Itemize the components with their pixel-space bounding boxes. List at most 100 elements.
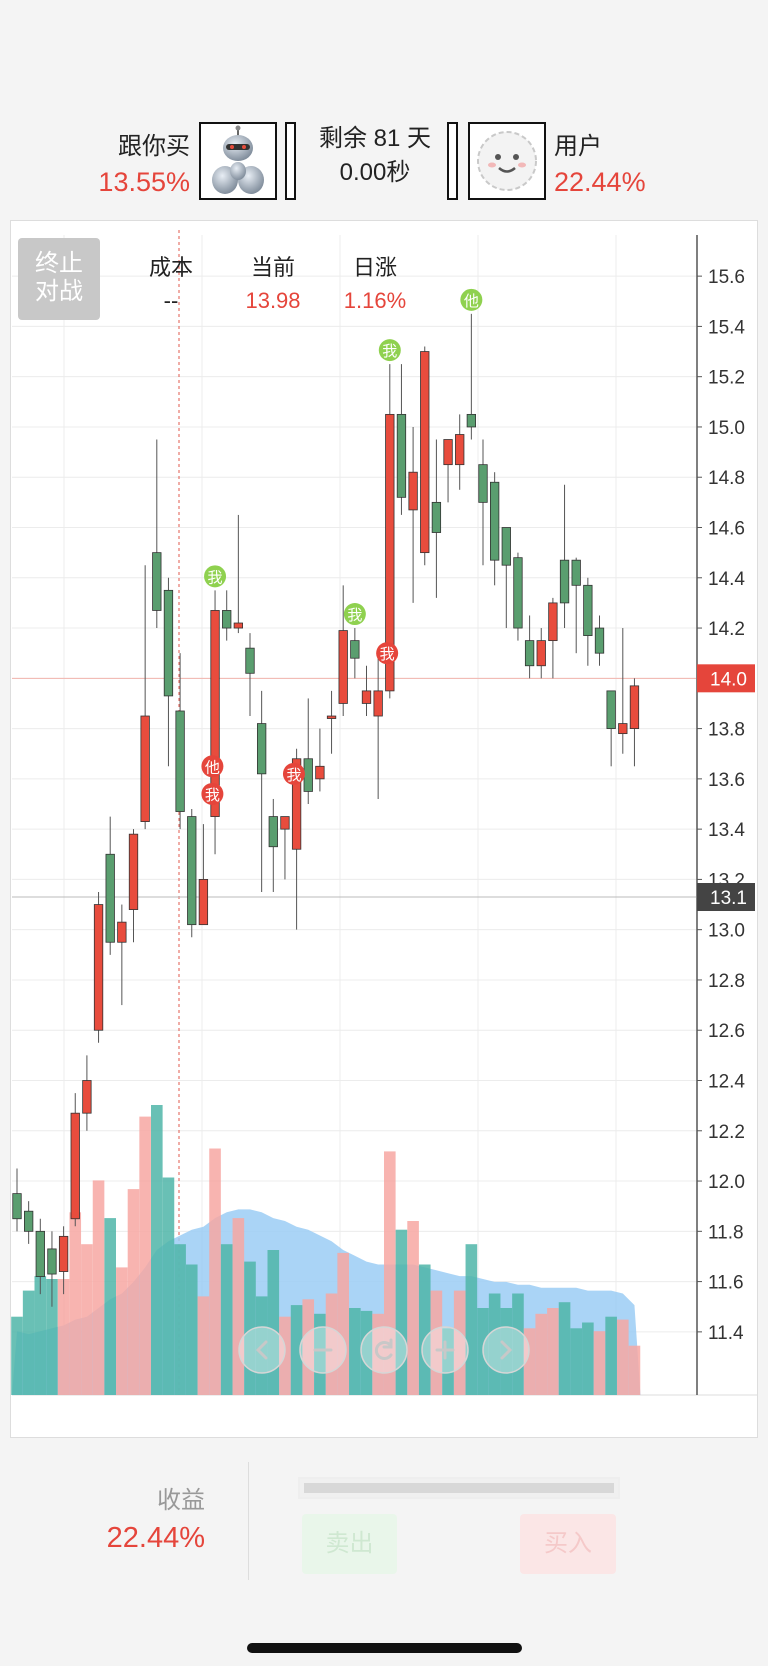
volume-bar <box>244 1261 256 1395</box>
stop-battle-button[interactable]: 终止 对战 <box>18 238 100 320</box>
candle-body <box>233 622 244 629</box>
volume-bar <box>302 1299 315 1395</box>
volume-bar <box>57 1279 70 1395</box>
zoom-in-button[interactable] <box>421 1326 469 1374</box>
reset-zoom-button[interactable] <box>360 1326 408 1374</box>
stat-current: 当前 13.98 <box>233 250 313 314</box>
seconds-remaining: 0.00秒 <box>339 159 411 186</box>
candle-body <box>536 640 546 667</box>
trade-marker-label: 他 <box>464 293 479 310</box>
candle-body <box>373 690 383 717</box>
chart-nav-controls[interactable] <box>238 1326 530 1374</box>
trade-marker <box>282 762 305 785</box>
candle-body <box>594 627 605 654</box>
zoom-out-button[interactable] <box>299 1326 347 1374</box>
candle-body <box>548 602 558 642</box>
candle-body <box>280 816 290 830</box>
candle-body <box>361 690 372 704</box>
candle-body <box>12 1193 22 1220</box>
candle-body <box>466 413 477 428</box>
left-player-name: 跟你买 <box>118 133 190 160</box>
volume-bar <box>116 1267 128 1395</box>
candle-body <box>501 527 511 566</box>
price-tick-label: 11.8 <box>708 1222 744 1243</box>
price-tick-label: 14.6 <box>708 519 745 540</box>
trade-marker <box>460 288 483 311</box>
chevron-left-icon <box>255 1340 268 1360</box>
price-tick-label: 15.2 <box>708 368 745 389</box>
nav-button-bg <box>360 1326 408 1374</box>
volume-bar <box>139 1116 151 1395</box>
trade-marker-label: 我 <box>205 787 220 804</box>
price-tick-label: 13.8 <box>708 720 745 741</box>
candle-body <box>35 1230 45 1277</box>
trade-marker-label: 他 <box>205 759 220 776</box>
volume-bar <box>430 1290 443 1395</box>
next-page-button[interactable] <box>482 1326 530 1374</box>
candle-body <box>222 610 232 629</box>
price-tick-label: 12.4 <box>708 1072 745 1093</box>
volume-bar <box>500 1308 513 1395</box>
candle-body <box>256 723 267 775</box>
candle-body <box>58 1235 69 1272</box>
candle-body <box>385 413 395 692</box>
trade-marker <box>378 339 401 362</box>
candle-body <box>408 471 418 511</box>
volume-bar <box>22 1290 35 1395</box>
candle-body <box>105 853 115 943</box>
volume-bar <box>174 1244 186 1395</box>
candle-body <box>571 559 581 586</box>
trade-marker-label: 我 <box>208 569 223 586</box>
current-price-label: 14.0 <box>710 669 747 690</box>
candle-body <box>396 413 407 498</box>
candle-body <box>478 464 488 503</box>
candle-body <box>128 833 139 910</box>
volume-bar <box>593 1331 606 1395</box>
candle-body <box>117 921 127 943</box>
volume-bar <box>314 1313 326 1395</box>
volume-bar <box>617 1319 629 1395</box>
volume-bar <box>360 1310 373 1395</box>
volume-bar <box>46 1279 58 1395</box>
candle-body <box>187 816 197 926</box>
volume-bar <box>209 1148 221 1395</box>
buy-button[interactable]: 买入 <box>520 1514 616 1574</box>
candle-body <box>455 434 465 466</box>
volume-bar <box>453 1290 466 1395</box>
volume-bar <box>418 1264 431 1395</box>
kline-chart[interactable]: 15.6 15.4 15.2 15.0 14.8 14.6 14.4 14.2 14.0 13.8… <box>0 0 768 1450</box>
footer-divider <box>248 1462 249 1580</box>
trade-marker-label: 我 <box>286 767 301 784</box>
sell-button[interactable]: 卖出 <box>302 1514 397 1574</box>
volume-bar <box>232 1218 245 1395</box>
candle-body <box>198 879 209 926</box>
stat-cost-label: 成本 <box>148 255 193 280</box>
candle-body <box>326 715 337 719</box>
home-indicator <box>247 1643 522 1653</box>
header-bar: 跟你买 13.55% 剩余 81 天 0.00秒 <box>0 0 768 220</box>
left-progress-slot <box>285 122 296 200</box>
candle-body <box>152 552 162 611</box>
volume-bar <box>407 1221 419 1395</box>
volume-bar <box>104 1218 116 1395</box>
candle-body <box>140 715 150 822</box>
volume-bar <box>151 1105 163 1395</box>
price-tick-label: 12.0 <box>708 1172 745 1193</box>
candle-body <box>606 690 616 729</box>
stat-daily-change-label: 日涨 <box>352 255 397 280</box>
candle-body <box>489 481 500 561</box>
price-tick-label: 15.4 <box>708 317 745 338</box>
candle-body <box>93 904 104 1031</box>
volume-bar <box>127 1189 140 1395</box>
chevron-right-icon <box>500 1340 513 1360</box>
price-tick-label: 14.8 <box>708 468 745 489</box>
volume-bar <box>267 1250 280 1395</box>
candlesticks <box>12 313 640 1307</box>
user-avatar[interactable] <box>468 122 546 200</box>
stop-battle-label-1: 终止 <box>35 250 83 277</box>
price-tick-label: 11.6 <box>708 1273 744 1294</box>
trade-progress-bar <box>298 1477 620 1499</box>
trade-marker-label: 我 <box>347 607 362 624</box>
progress-fill <box>304 1483 614 1493</box>
prev-page-button[interactable] <box>238 1326 286 1374</box>
